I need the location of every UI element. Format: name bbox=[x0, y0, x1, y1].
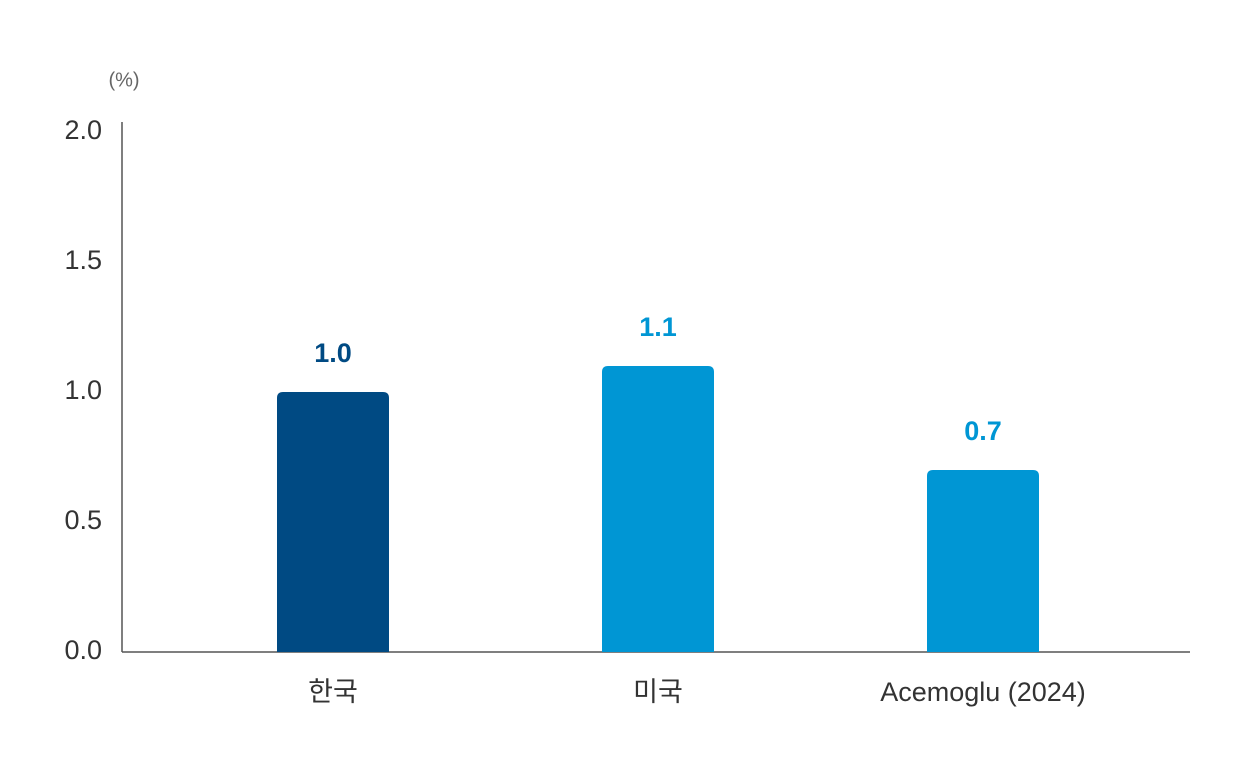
bar bbox=[602, 366, 714, 652]
y-tick-label: 2.0 bbox=[64, 115, 102, 145]
x-tick-label: 미국 bbox=[633, 677, 683, 707]
x-tick-label: 한국 bbox=[308, 677, 358, 707]
y-axis-label: (%) bbox=[108, 69, 139, 91]
y-tick-label: 1.5 bbox=[64, 245, 102, 275]
bar bbox=[927, 470, 1039, 652]
y-tick-label: 0.0 bbox=[64, 635, 102, 665]
y-tick-label: 0.5 bbox=[64, 505, 102, 535]
x-tick-label: Acemoglu (2024) bbox=[880, 677, 1086, 707]
y-tick-label: 1.0 bbox=[64, 375, 102, 405]
value-label: 0.7 bbox=[964, 416, 1002, 446]
value-label: 1.0 bbox=[314, 338, 352, 368]
bar bbox=[277, 392, 389, 652]
value-label: 1.1 bbox=[639, 312, 677, 342]
